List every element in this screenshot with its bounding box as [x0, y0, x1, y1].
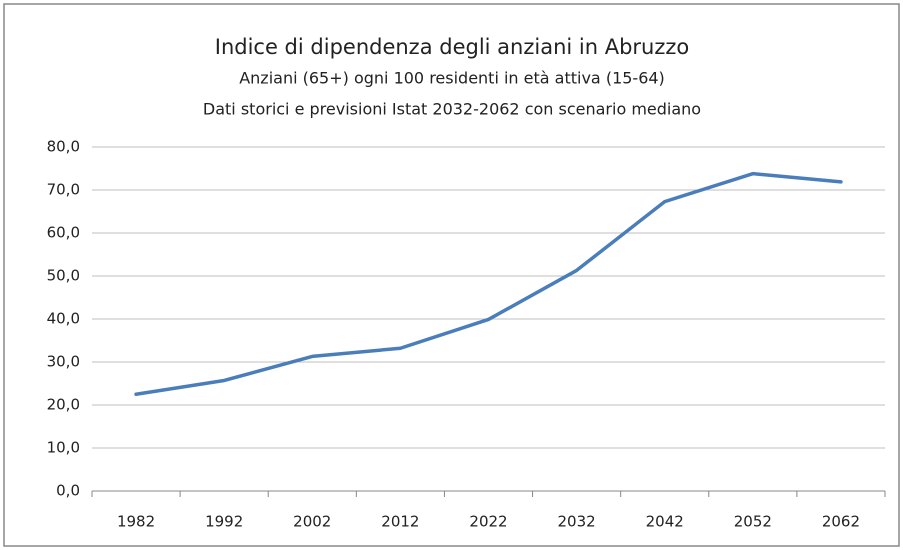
chart-title: Indice di dipendenza degli anziani in Ab… [215, 35, 690, 59]
y-tick-label: 20,0 [47, 396, 80, 414]
x-tick-label: 1982 [117, 513, 155, 531]
x-tick-label: 1992 [205, 513, 243, 531]
y-tick-label: 60,0 [47, 224, 80, 242]
y-tick-label: 40,0 [47, 310, 80, 328]
y-tick-label: 10,0 [47, 439, 80, 457]
y-tick-label: 0,0 [56, 482, 80, 500]
x-tick-label: 2032 [558, 513, 596, 531]
y-tick-label: 30,0 [47, 353, 80, 371]
chart-frame [3, 3, 900, 547]
x-tick-label: 2042 [646, 513, 684, 531]
y-tick-label: 80,0 [47, 138, 80, 156]
x-tick-label: 2062 [822, 513, 860, 531]
chart-subtitle: Dati storici e previsioni Istat 2032-206… [203, 100, 701, 119]
y-tick-label: 50,0 [47, 267, 80, 285]
x-tick-label: 2002 [293, 513, 331, 531]
chart-subtitle: Anziani (65+) ogni 100 residenti in età … [239, 69, 665, 88]
y-tick-label: 70,0 [47, 181, 80, 199]
x-tick-label: 2012 [381, 513, 419, 531]
data-line [134, 171, 843, 396]
x-tick-label: 2022 [469, 513, 507, 531]
x-tick-label: 2052 [734, 513, 772, 531]
